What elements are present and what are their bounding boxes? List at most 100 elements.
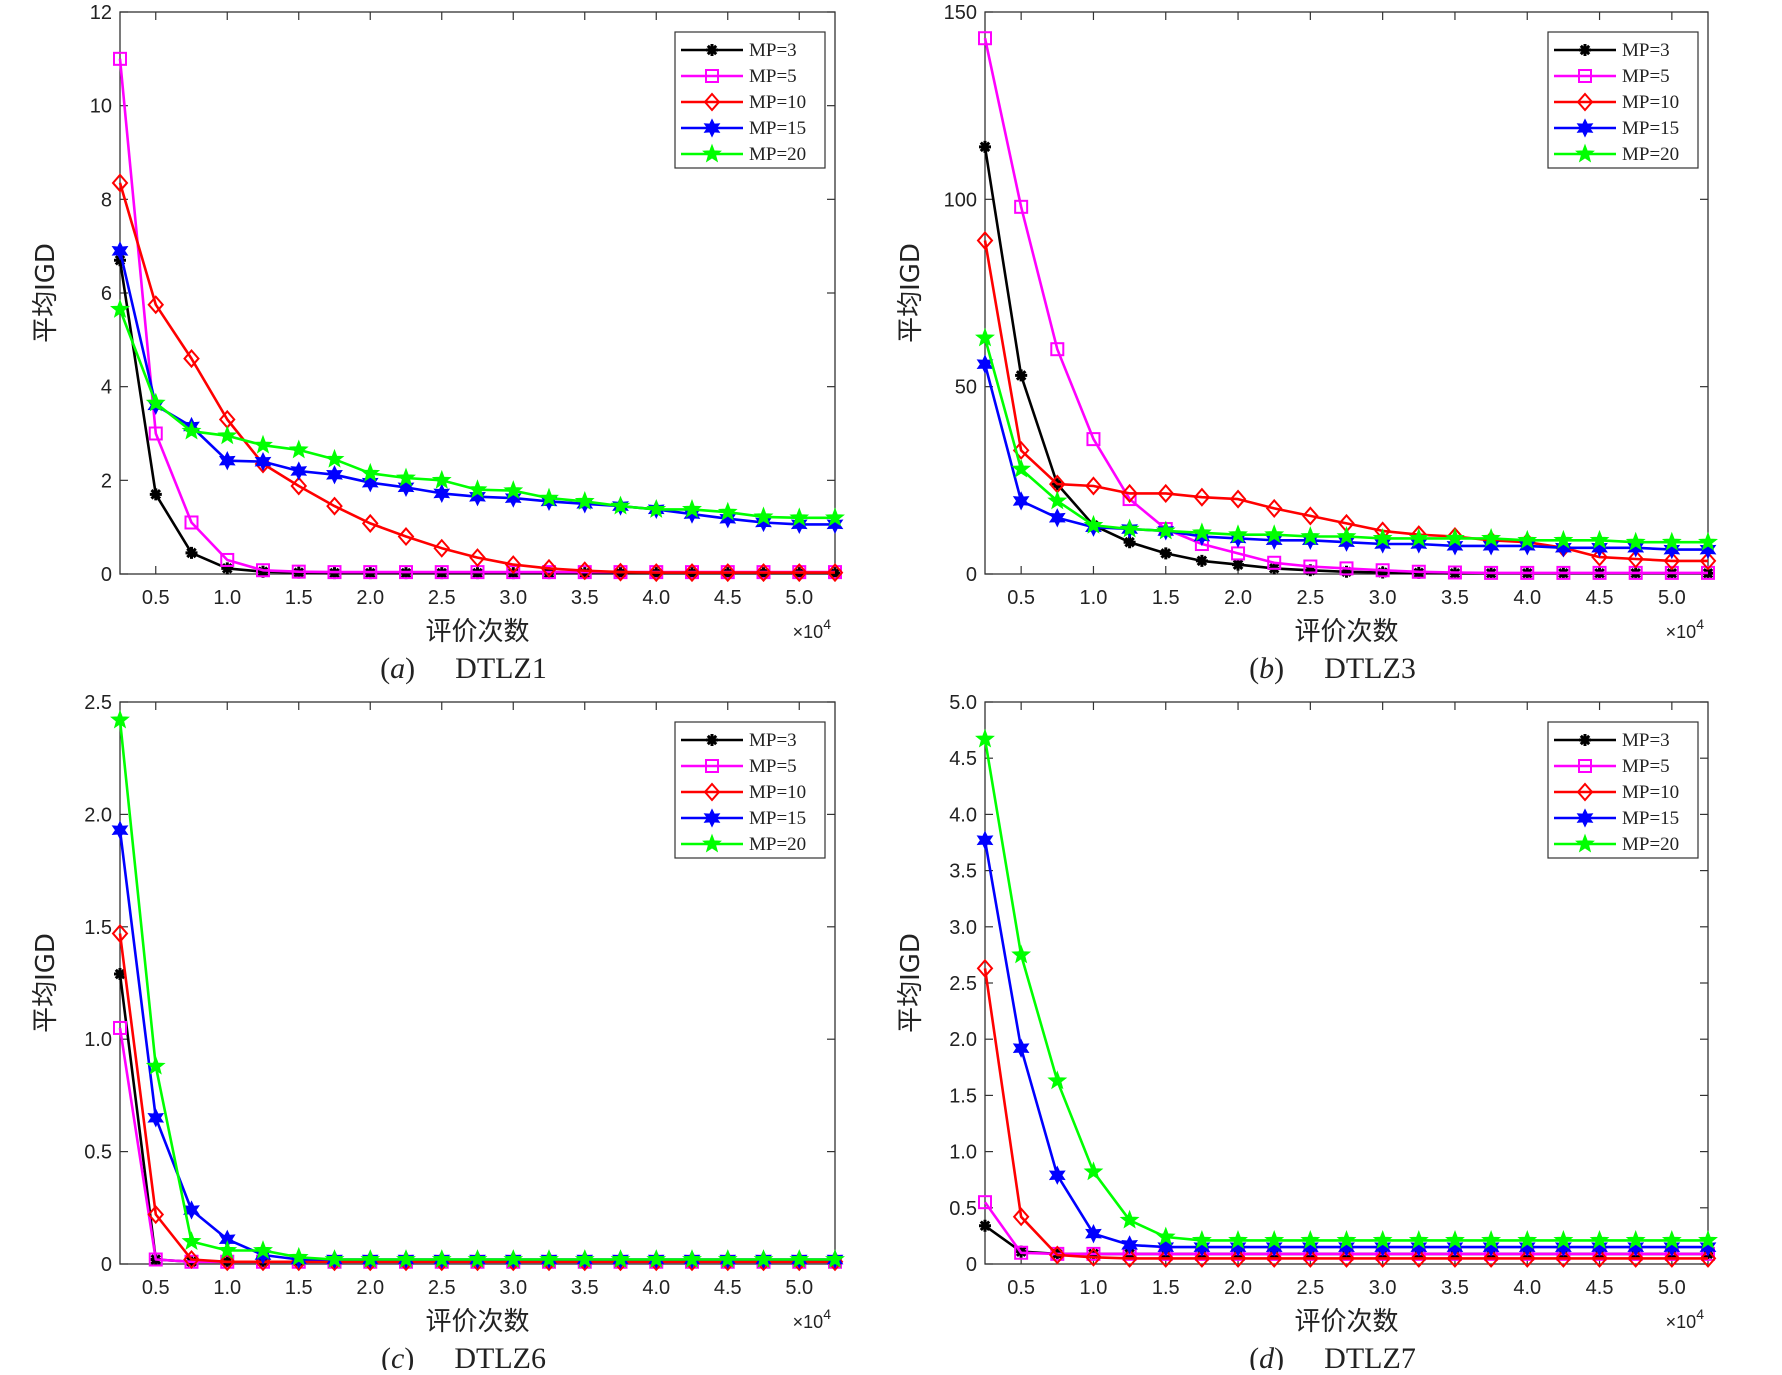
- x-tick-label: 1.0: [213, 1277, 241, 1299]
- x-axis-label: 评价次数: [425, 617, 529, 647]
- x-multiplier-base: ×10: [1666, 1312, 1697, 1332]
- data-point: [1517, 1229, 1538, 1249]
- legend-label: MP=5: [749, 756, 797, 777]
- legend-marker: [703, 808, 721, 828]
- y-tick-label: 2: [101, 470, 112, 492]
- data-point: [1555, 1248, 1572, 1268]
- legend-marker: [1578, 759, 1592, 773]
- data-point: [110, 298, 130, 318]
- y-tick-label: 1.0: [84, 1029, 112, 1051]
- data-point: [148, 1252, 163, 1267]
- data-point: [184, 515, 199, 530]
- caption-paren-open: (: [381, 1342, 391, 1370]
- legend-marker: [1579, 44, 1591, 56]
- data-point: [1014, 1245, 1029, 1260]
- data-point: [1193, 487, 1211, 507]
- legend-label: MP=3: [749, 730, 797, 751]
- data-point: [147, 295, 165, 315]
- panel-caption: (c) DTLZ6: [381, 1342, 546, 1370]
- data-point: [1663, 539, 1681, 560]
- data-point: [1336, 526, 1357, 545]
- data-point: [1229, 1237, 1247, 1257]
- y-tick-label: 0: [101, 564, 112, 586]
- x-multiplier-base: ×10: [793, 1312, 824, 1332]
- legend-marker: [703, 782, 721, 802]
- data-point: [363, 565, 378, 580]
- data-point: [1592, 565, 1607, 580]
- data-point: [978, 31, 992, 46]
- data-point: [1663, 1248, 1681, 1268]
- series-line: [118, 182, 835, 574]
- legend-marker: [1576, 782, 1594, 802]
- data-point: [1445, 1229, 1465, 1249]
- x-tick-label: 4.5: [1586, 1277, 1614, 1299]
- data-point: [504, 555, 522, 575]
- legend-marker: [702, 143, 722, 163]
- data-point: [1048, 1245, 1066, 1265]
- data-point: [324, 448, 345, 468]
- data-point: [540, 558, 558, 578]
- caption-paren-open: (: [1249, 652, 1259, 685]
- y-tick-label: 3.0: [949, 917, 977, 939]
- data-point: [1339, 561, 1354, 576]
- x-tick-label: 2.5: [428, 587, 456, 609]
- data-point: [434, 565, 449, 580]
- series-mp15: [111, 241, 844, 535]
- data-point: [113, 968, 127, 980]
- data-point: [976, 958, 994, 978]
- data-point: [291, 564, 306, 579]
- data-point: [1701, 565, 1715, 580]
- data-point: [1264, 524, 1285, 544]
- data-point: [539, 1249, 559, 1268]
- data-point: [1121, 483, 1138, 503]
- caption-letter: c: [391, 1342, 404, 1370]
- data-point: [1699, 1248, 1717, 1268]
- data-point: [789, 1249, 810, 1268]
- data-point: [181, 1231, 202, 1250]
- data-point: [113, 1020, 127, 1035]
- legend-marker: [1578, 69, 1592, 83]
- data-point: [1302, 1237, 1319, 1257]
- data-point: [506, 565, 521, 580]
- x-tick-label: 5.0: [785, 587, 813, 609]
- legend-marker: [703, 118, 721, 138]
- legend-label: MP=3: [1622, 40, 1670, 61]
- x-multiplier: ×104: [793, 616, 832, 642]
- data-point: [1591, 1248, 1608, 1268]
- y-axis-label: 平均IGD: [31, 243, 61, 343]
- data-point: [646, 1249, 667, 1268]
- x-tick-label: 3.5: [571, 1277, 599, 1299]
- data-point: [825, 507, 845, 527]
- data-point: [1047, 490, 1068, 510]
- data-point: [360, 462, 381, 482]
- y-tick-label: 0: [966, 564, 977, 586]
- data-point: [1411, 564, 1426, 579]
- data-point: [825, 1249, 845, 1268]
- data-point: [1663, 1237, 1681, 1257]
- legend-label: MP=15: [749, 118, 806, 139]
- x-tick-label: 2.0: [356, 587, 384, 609]
- x-tick-label: 2.0: [356, 1277, 384, 1299]
- chart-panel-dtlz1: 0.5 1.0 1.5 2.0 2.5 3.0 3.5 4.0 4.5 5.0 0 2 4 6 8 10 12 ×…: [31, 2, 845, 685]
- x-multiplier-base: ×10: [1666, 622, 1697, 642]
- caption-paren-close: ): [404, 1342, 414, 1370]
- y-tick-label: 2.0: [84, 804, 112, 826]
- series-mp5: [978, 31, 1715, 580]
- x-tick-label: 4.5: [1586, 587, 1614, 609]
- legend-marker: [1576, 92, 1594, 112]
- data-point: [148, 426, 163, 441]
- chart-panel-dtlz6: 0.5 1.0 1.5 2.0 2.5 3.0 3.5 4.0 4.5 5.0 0 0.5 1.0 1.5…: [31, 692, 845, 1375]
- data-point: [1264, 1229, 1285, 1249]
- y-tick-label: 0: [966, 1254, 977, 1276]
- caption-name: DTLZ6: [454, 1342, 546, 1370]
- legend-label: MP=20: [749, 144, 806, 165]
- data-point: [290, 476, 308, 496]
- y-tick-label: 4.5: [949, 748, 977, 770]
- legend-marker: [1576, 118, 1594, 138]
- legend-label: MP=10: [749, 782, 806, 803]
- data-point: [542, 565, 556, 580]
- legend-label: MP=10: [749, 92, 806, 113]
- legend-box: [1547, 31, 1699, 169]
- data-point: [978, 140, 992, 153]
- data-point: [1012, 1207, 1030, 1227]
